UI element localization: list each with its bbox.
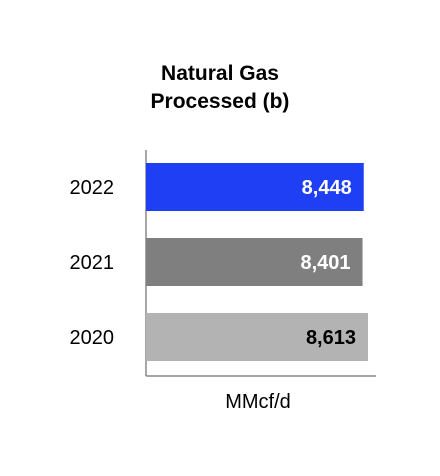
data-label-2020: 8,613	[306, 327, 356, 349]
x-axis-label: MMcf/d	[225, 391, 291, 413]
category-label-2021: 2021	[70, 252, 115, 274]
category-label-2022: 2022	[70, 177, 115, 199]
chart-title: Natural Gas Processed (b)	[0, 60, 440, 116]
bar-2020	[146, 313, 368, 361]
bar-2021	[146, 238, 363, 286]
data-label-2022: 8,448	[302, 177, 352, 199]
data-label-2021: 8,401	[300, 252, 350, 274]
chart-title-line-2: Processed (b)	[150, 90, 290, 113]
category-label-2020: 2020	[70, 327, 115, 349]
chart-title-line-1: Natural Gas	[161, 62, 279, 85]
bar-2022	[146, 163, 364, 211]
